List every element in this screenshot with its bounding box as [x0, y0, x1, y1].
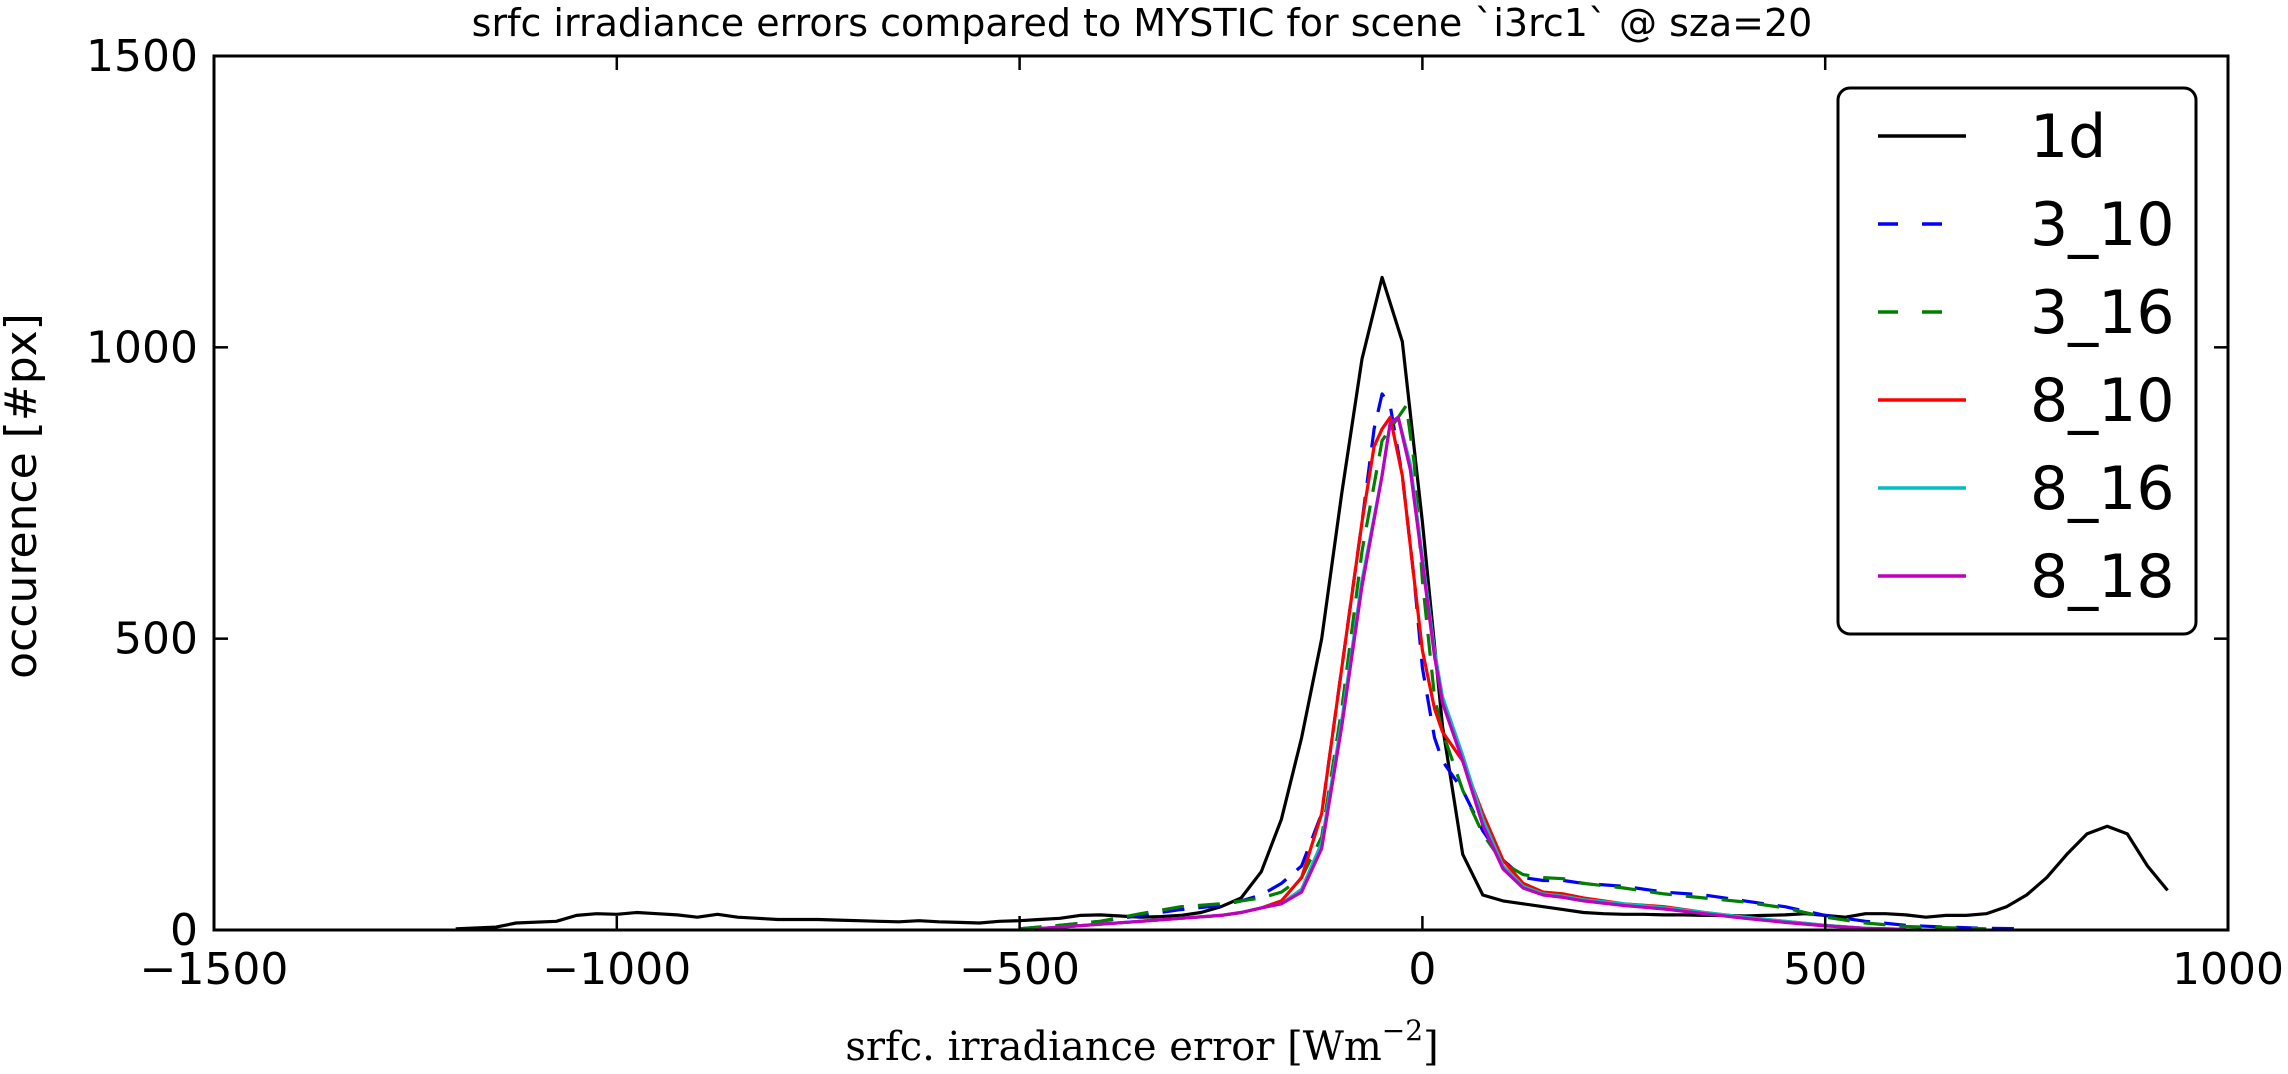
plot-frame — [212, 54, 2230, 932]
x-tick-label: 0 — [1408, 944, 1436, 995]
legend-label-8-18: 8_18 — [2030, 542, 2175, 612]
legend-label-3-16: 3_16 — [2030, 278, 2175, 348]
x-axis-label: srfc. irradiance error [Wm−2] — [845, 1014, 1438, 1070]
chart-title: srfc irradiance errors compared to MYSTI… — [472, 1, 1813, 45]
series-line-8-10 — [1035, 415, 1906, 931]
series-line-1d — [455, 275, 2169, 931]
y-tick-label: 0 — [170, 905, 198, 956]
x-tick-label: 1000 — [2172, 944, 2284, 995]
x-tick-label: −500 — [959, 944, 1080, 995]
legend-label-1d: 1d — [2030, 102, 2106, 172]
series-line-3-16 — [1019, 404, 1987, 931]
x-axis-label-main: srfc. irradiance error [Wm — [845, 1024, 1381, 1070]
x-tick-label: −1000 — [542, 944, 691, 995]
x-axis-label-superscript: −2 — [1382, 1014, 1423, 1047]
series-line-8-18 — [1035, 415, 1906, 931]
ticks-layer: −1500 −1000 −500 0 500 1000 0 500 1000 1500 — [86, 31, 2284, 995]
legend-label-8-10: 8_10 — [2030, 366, 2175, 436]
legend-label-8-16: 8_16 — [2030, 454, 2175, 524]
x-tick-label: 500 — [1783, 944, 1867, 995]
y-axis-label: occurence [#px] — [0, 313, 47, 679]
legend-label-3-10: 3_10 — [2030, 190, 2175, 260]
legend: 1d 3_10 3_16 8_10 8_16 8_18 — [1836, 86, 2198, 636]
series-line-8-16 — [1035, 415, 1906, 931]
y-tick-label: 1000 — [86, 322, 198, 373]
x-axis-label-close: ] — [1423, 1024, 1439, 1070]
y-tick-label: 1500 — [86, 31, 198, 82]
series-layer — [455, 275, 2169, 931]
y-tick-label: 500 — [114, 614, 198, 665]
x-tick-label: −1500 — [140, 944, 289, 995]
